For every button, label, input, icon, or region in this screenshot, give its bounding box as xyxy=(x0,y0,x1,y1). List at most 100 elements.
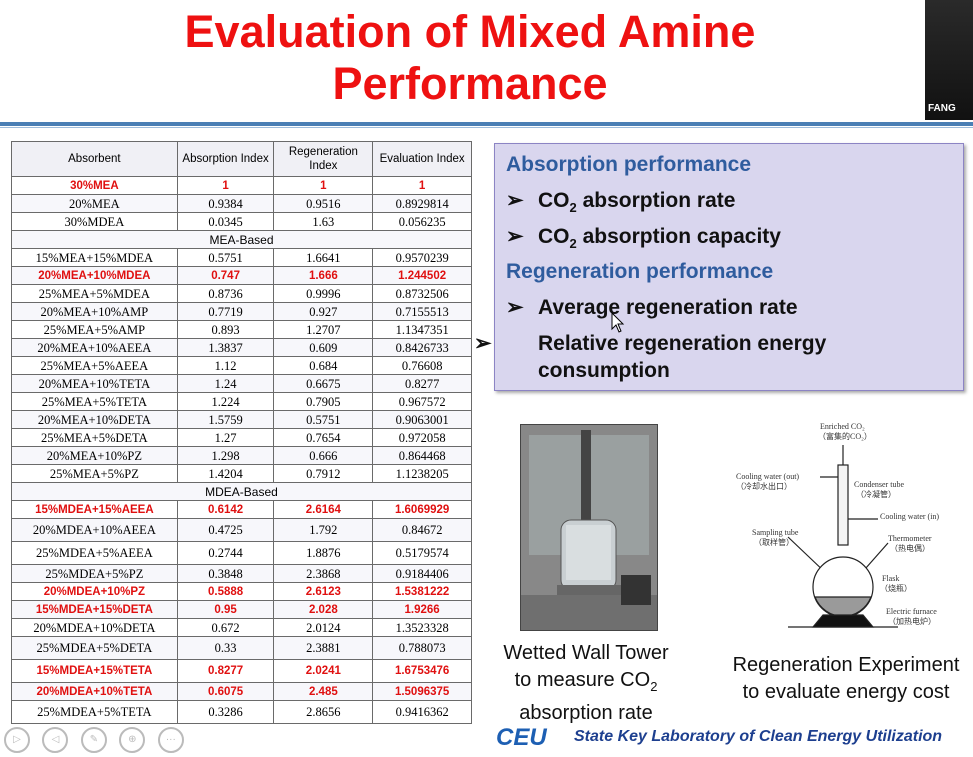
slideshow-controls[interactable]: ▷ ◁ ✎ ⊕ ··· xyxy=(4,727,199,753)
cell-absorbent: 30%MEA xyxy=(11,176,178,195)
cell-regeneration-index: 2.6123 xyxy=(273,582,374,601)
wetted-caption-line-3: absorption rate xyxy=(519,702,653,724)
cell-evaluation-index: 0.76608 xyxy=(372,356,472,375)
cell-regeneration-index: 0.666 xyxy=(273,446,374,465)
wetted-caption-line-1: Wetted Wall Tower xyxy=(503,642,669,664)
cell-evaluation-index: 0.7155513 xyxy=(372,302,472,321)
cell-absorption-index: 1.4204 xyxy=(176,464,275,483)
cell-absorption-index: 0.0345 xyxy=(176,212,275,231)
cell-absorbent: 20%MEA xyxy=(11,194,178,213)
cell-evaluation-index: 1.1347351 xyxy=(372,320,472,339)
cell-regeneration-index: 1.8876 xyxy=(273,541,374,565)
cell-absorption-index: 0.3286 xyxy=(176,700,275,724)
table-row: 30%MDEA 0.0345 1.63 0.056235 xyxy=(11,212,472,231)
table-row: 25%MEA+5%AEEA 1.12 0.684 0.76608 xyxy=(11,356,472,375)
label-thermometer-cn: （热电偶） xyxy=(890,543,930,553)
cell-regeneration-index: 2.028 xyxy=(273,600,374,619)
cell-evaluation-index: 1.6069929 xyxy=(372,500,472,519)
lab-name: State Key Laboratory of Clean Energy Uti… xyxy=(574,728,943,745)
cell-absorbent: 20%MDEA+10%DETA xyxy=(11,618,178,637)
cell-regeneration-index: 2.3881 xyxy=(273,636,374,660)
table-row: 25%MDEA+5%AEEA 0.2744 1.8876 0.5179574 xyxy=(11,541,472,565)
cell-absorption-index: 0.9384 xyxy=(176,194,275,213)
cell-evaluation-index: 0.8732506 xyxy=(372,284,472,303)
cell-regeneration-index: 1.63 xyxy=(273,212,374,231)
bullet-arrow-icon: ➢ xyxy=(506,296,524,319)
cell-absorption-index: 1.12 xyxy=(176,356,275,375)
section-label: MDEA-Based xyxy=(11,482,472,501)
table-row: 25%MDEA+5%DETA 0.33 2.3881 0.788073 xyxy=(11,636,472,660)
cell-regeneration-index: 2.6164 xyxy=(273,500,374,519)
cell-absorption-index: 0.6075 xyxy=(176,682,275,701)
cell-absorbent: 25%MEA+5%AEEA xyxy=(11,356,178,375)
label-enriched: Enriched CO₂ xyxy=(820,422,865,431)
cell-evaluation-index: 1.5381222 xyxy=(372,582,472,601)
cell-absorbent: 25%MEA+5%PZ xyxy=(11,464,178,483)
wetted-wall-caption: Wetted Wall Tower to measure CO2 absorpt… xyxy=(486,640,686,727)
cell-absorbent: 20%MEA+10%TETA xyxy=(11,374,178,393)
cell-regeneration-index: 2.3868 xyxy=(273,564,374,583)
cell-absorbent: 20%MDEA+10%TETA xyxy=(11,682,178,701)
cell-regeneration-index: 2.485 xyxy=(273,682,374,701)
cell-absorbent: 20%MEA+10%MDEA xyxy=(11,266,178,285)
cell-regeneration-index: 0.609 xyxy=(273,338,374,357)
cell-regeneration-index: 0.9996 xyxy=(273,284,374,303)
edit-icon[interactable]: ✎ xyxy=(80,727,107,753)
amine-evaluation-table: Absorbent Absorption Index Regeneration … xyxy=(11,141,472,724)
cell-absorption-index: 0.3848 xyxy=(176,564,275,583)
regen-caption-line-1: Regeneration Experiment xyxy=(732,654,960,676)
cell-regeneration-index: 0.684 xyxy=(273,356,374,375)
cell-absorbent: 15%MDEA+15%AEEA xyxy=(11,500,178,519)
play-icon[interactable]: ▷ xyxy=(4,727,30,753)
table-row: 20%MEA+10%PZ 1.298 0.666 0.864468 xyxy=(11,446,472,465)
previous-icon[interactable]: ◁ xyxy=(42,727,69,753)
bullet-arrow-icon: ➢ xyxy=(474,332,492,355)
cell-regeneration-index: 1.666 xyxy=(273,266,374,285)
cell-absorbent: 15%MDEA+15%DETA xyxy=(11,600,178,619)
apparatus-photo-illustration xyxy=(521,425,657,630)
table-row: 25%MEA+5%DETA 1.27 0.7654 0.972058 xyxy=(11,428,472,447)
cell-absorption-index: 0.6142 xyxy=(176,500,275,519)
cell-absorption-index: 0.2744 xyxy=(176,541,275,565)
cell-regeneration-index: 1 xyxy=(273,176,374,195)
cell-absorbent: 20%MDEA+10%AEEA xyxy=(11,518,178,542)
cell-regeneration-index: 0.5751 xyxy=(273,410,374,429)
regeneration-caption: Regeneration Experiment to evaluate ener… xyxy=(716,652,973,706)
table-row: 20%MEA+10%DETA 1.5759 0.5751 0.9063001 xyxy=(11,410,472,429)
cell-absorption-index: 1.24 xyxy=(176,374,275,393)
cell-absorption-index: 0.893 xyxy=(176,320,275,339)
label-enriched-cn: （富集的CO₂） xyxy=(818,431,872,441)
cell-absorbent: 15%MDEA+15%TETA xyxy=(11,659,178,683)
cell-evaluation-index: 0.84672 xyxy=(372,518,472,542)
cell-evaluation-index: 1.1238205 xyxy=(372,464,472,483)
table-row: 25%MDEA+5%TETA 0.3286 2.8656 0.9416362 xyxy=(11,700,472,724)
label-condenser-cn: （冷凝管） xyxy=(856,489,896,499)
label-flask-cn: （烧瓶） xyxy=(880,583,912,593)
table-row: 20%MDEA+10%PZ 0.5888 2.6123 1.5381222 xyxy=(11,582,472,601)
cell-absorbent: 25%MEA+5%TETA xyxy=(11,392,178,411)
cell-absorbent: 25%MDEA+5%DETA xyxy=(11,636,178,660)
table-row: 20%MEA+10%AEEA 1.3837 0.609 0.8426733 xyxy=(11,338,472,357)
cell-evaluation-index: 1.9266 xyxy=(372,600,472,619)
regeneration-apparatus-diagram: Enriched CO₂ （富集的CO₂） Cooling water (out… xyxy=(736,422,939,628)
table-row: 30%MEA 1 1 1 xyxy=(11,176,472,195)
cell-regeneration-index: 1.792 xyxy=(273,518,374,542)
cell-evaluation-index: 0.5179574 xyxy=(372,541,472,565)
cell-regeneration-index: 0.7905 xyxy=(273,392,374,411)
cell-evaluation-index: 1.3523328 xyxy=(372,618,472,637)
table-row: 15%MEA+15%MDEA 0.5751 1.6641 0.9570239 xyxy=(11,248,472,267)
label-cooling-out: Cooling water (out) xyxy=(736,472,799,481)
cell-evaluation-index: 0.9570239 xyxy=(372,248,472,267)
presenter-video-thumbnail: FANG xyxy=(925,0,973,120)
table-header-row: Absorbent Absorption Index Regeneration … xyxy=(11,141,472,177)
cell-absorption-index: 1.224 xyxy=(176,392,275,411)
absorption-item-rate: ➢ CO2 absorption rate xyxy=(506,189,736,216)
header-absorbent: Absorbent xyxy=(11,141,178,177)
table-row: 20%MEA+10%MDEA 0.747 1.666 1.244502 xyxy=(11,266,472,285)
cell-regeneration-index: 2.0241 xyxy=(273,659,374,683)
cell-absorption-index: 1.298 xyxy=(176,446,275,465)
zoom-icon[interactable]: ⊕ xyxy=(119,727,146,753)
absorption-heading: Absorption performance xyxy=(506,153,752,176)
more-icon[interactable]: ··· xyxy=(157,727,184,753)
wetted-caption-line-2: to measure CO2 xyxy=(514,669,658,694)
